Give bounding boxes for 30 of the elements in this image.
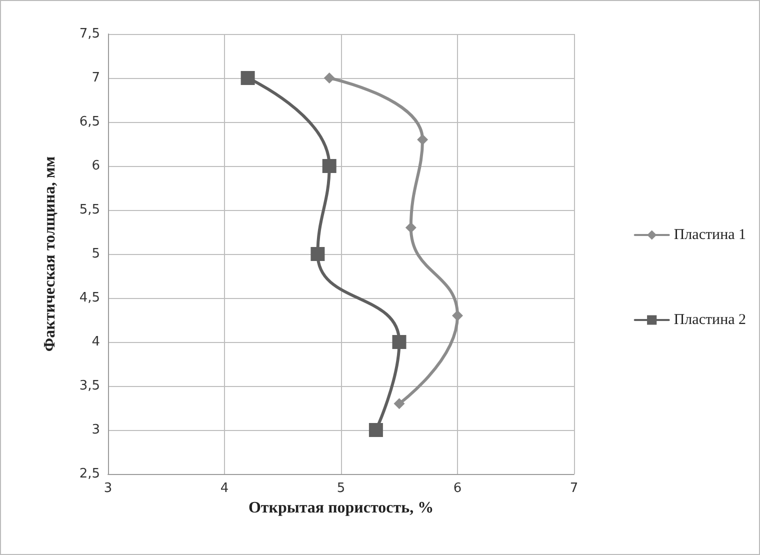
- y-tick-label: 2,5: [79, 466, 100, 482]
- y-tick-label: 4,5: [79, 290, 100, 306]
- point: [452, 310, 463, 322]
- x-tick-label: 5: [336, 481, 346, 496]
- x-tick-label: 6: [453, 481, 462, 496]
- y-axis-title: Фактическая толщина, мм: [42, 156, 58, 352]
- legend-label: Пластина 1: [674, 227, 746, 243]
- y-tick-label: 5,5: [79, 202, 100, 218]
- x-tick-label: 3: [104, 481, 112, 496]
- point: [240, 71, 255, 85]
- point: [394, 398, 405, 410]
- y-tick-label: 3,5: [79, 378, 100, 394]
- x-tick-label: 7: [570, 481, 578, 496]
- y-tick-label: 6,5: [79, 114, 100, 130]
- y-tick-label: 5: [92, 246, 100, 262]
- y-tick-label: 3: [92, 422, 100, 438]
- point: [392, 335, 406, 349]
- point: [368, 423, 383, 437]
- point: [405, 222, 416, 234]
- y-tick-label: 7: [92, 70, 100, 86]
- y-tick-label: 4: [92, 334, 100, 350]
- point: [310, 247, 325, 261]
- x-tick-label: 4: [220, 481, 229, 496]
- x-axis-title: Открытая пористость, %: [248, 499, 434, 516]
- point: [324, 72, 335, 84]
- point: [417, 134, 428, 146]
- point: [322, 159, 336, 173]
- legend-label: Пластина 2: [674, 312, 746, 328]
- y-tick-label: 7,5: [79, 26, 100, 42]
- y-tick-label: 6: [92, 158, 100, 174]
